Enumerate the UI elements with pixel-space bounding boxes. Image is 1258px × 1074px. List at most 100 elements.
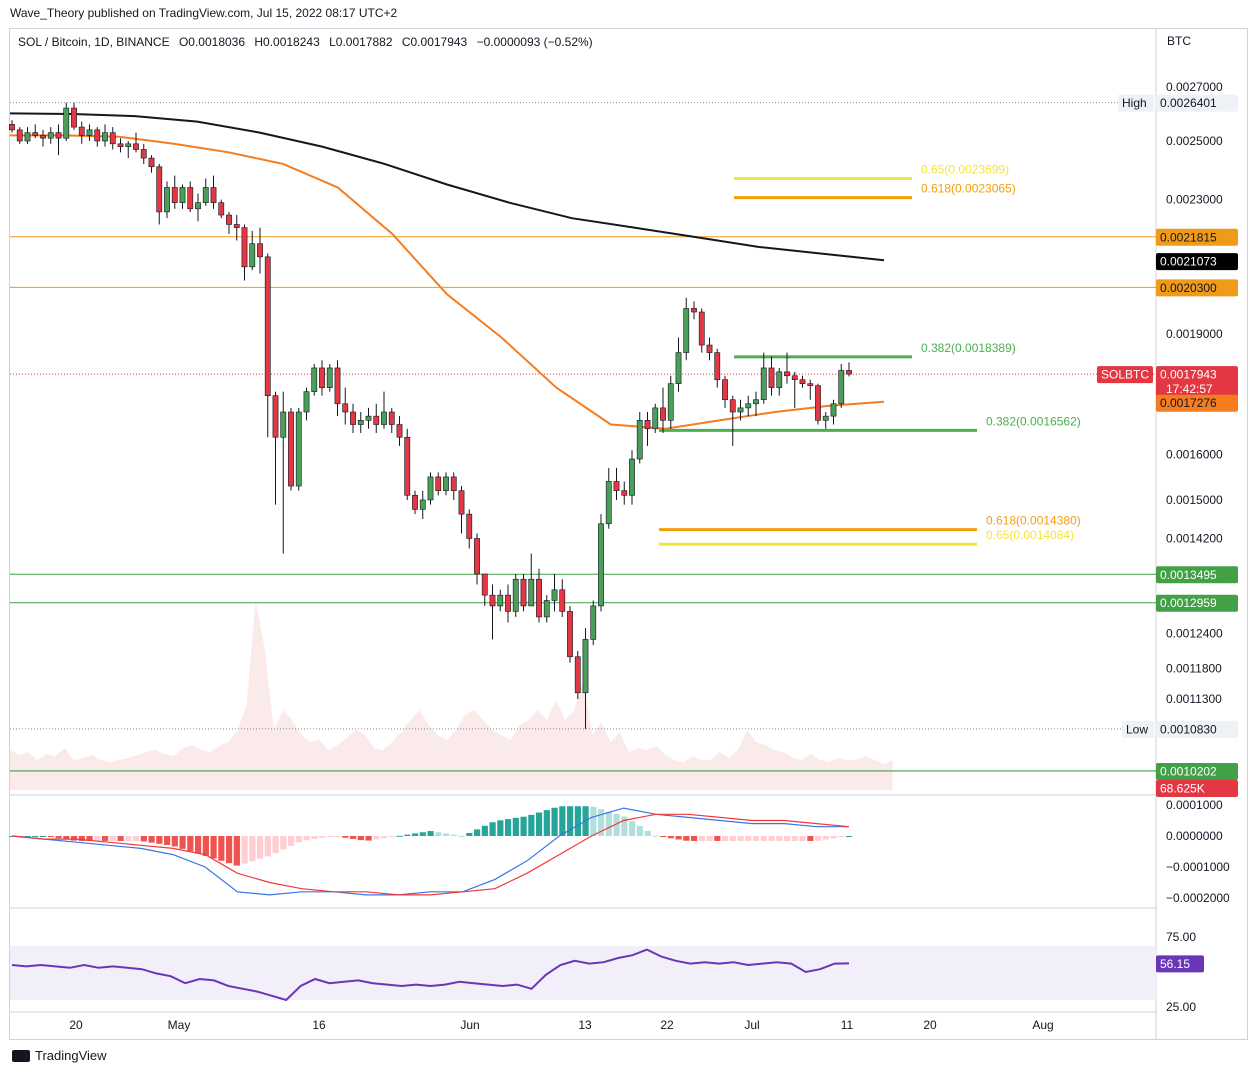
macd-histogram-bar [489, 822, 496, 836]
candle-body [753, 399, 759, 405]
macd-histogram-bar [660, 836, 667, 838]
macd-histogram-bar [481, 825, 488, 836]
macd-histogram-bar [71, 836, 78, 841]
macd-histogram-bar [760, 836, 767, 841]
candle-body [404, 436, 411, 496]
candle-body [551, 589, 558, 601]
price-tick-label: 0.0016000 [1166, 448, 1223, 462]
macd-histogram-bar [396, 835, 403, 837]
candle-body [86, 129, 93, 136]
brand-name: TradingView [35, 1048, 107, 1063]
candle-body [489, 594, 496, 607]
candle-body [830, 403, 837, 417]
macd-histogram-bar [218, 836, 225, 861]
macd-histogram-bar [171, 836, 178, 847]
macd-signal-line [11, 813, 850, 896]
currency-label: BTC [1167, 34, 1191, 48]
macd-histogram-bar [652, 835, 659, 837]
time-tick-label: Jun [460, 1018, 479, 1032]
macd-histogram-bar [334, 836, 341, 837]
candle-body [195, 202, 201, 210]
candle-body [218, 202, 225, 216]
macd-histogram-bar [443, 833, 450, 836]
macd-histogram-bar [629, 821, 636, 836]
candle-body [311, 367, 318, 392]
macd-histogram-bar [838, 836, 845, 838]
macd-histogram-bar [807, 836, 814, 841]
level-tag-bg [1156, 594, 1238, 612]
macd-histogram-bar [179, 836, 186, 849]
macd-histogram-bar [497, 820, 504, 836]
candle-body [412, 494, 418, 510]
time-tick-label: 13 [578, 1018, 592, 1032]
macd-histogram-bar [505, 819, 512, 836]
macd-histogram-bar [140, 836, 147, 842]
candle-body [605, 481, 612, 525]
candle-body [342, 403, 349, 413]
candle-body [582, 639, 589, 694]
candle-body [706, 344, 713, 353]
candle-body [94, 129, 101, 142]
time-tick-label: Jul [744, 1018, 759, 1032]
macd-histogram-bar [729, 836, 736, 841]
macd-histogram-bar [745, 836, 752, 841]
macd-line [11, 807, 849, 896]
candle-body [822, 415, 829, 421]
candle-body [55, 132, 62, 139]
macd-histogram-bar [102, 836, 109, 841]
candle-body [629, 458, 635, 496]
rsi-value-tag: 56.15 [1160, 957, 1190, 971]
macd-histogram-bar [288, 836, 295, 846]
candle-body [303, 391, 310, 413]
level-tag-bg [1156, 279, 1238, 297]
macd-histogram-bar [404, 834, 411, 836]
macd-histogram-bar [195, 836, 202, 854]
price-tick-label: 0.0012400 [1166, 627, 1223, 641]
rsi-line [11, 948, 850, 1002]
level-tag: 0.0012959 [1160, 596, 1217, 610]
candle-body [326, 367, 333, 388]
candle-body [667, 383, 674, 421]
macd-histogram-bar [156, 836, 163, 844]
price-tick-label: 0.0011300 [1166, 692, 1222, 706]
macd-histogram-bar [233, 836, 240, 866]
rsi-tick-label: 25.00 [1166, 1000, 1196, 1014]
candle-body [233, 224, 240, 228]
candle-body [419, 499, 426, 510]
candle-body [598, 523, 604, 607]
candle-body [381, 411, 387, 425]
macd-histogram-bar [753, 836, 760, 841]
macd-histogram-bar [706, 836, 713, 841]
candle-body [164, 187, 170, 213]
candle-body [675, 352, 682, 384]
candle-body [683, 308, 690, 353]
volume-layer [10, 600, 893, 790]
macd-histogram-bar [280, 836, 287, 850]
level-tag-bg [1156, 566, 1238, 584]
candle-body [109, 132, 116, 145]
macd-histogram-bar [520, 816, 527, 836]
candle-body [458, 490, 465, 515]
macd-histogram-bar [109, 836, 116, 841]
macd-tick-label: 0.0001000 [1166, 798, 1223, 812]
legend-open: O0.0018036 [178, 35, 246, 49]
macd-histogram-bar [474, 829, 481, 836]
macd-histogram-bar [768, 836, 775, 841]
macd-histogram-bar [419, 832, 426, 836]
level-tag-bg [1156, 763, 1238, 780]
level-tag: 0.0010202 [1160, 765, 1217, 779]
macd-histogram-bar [226, 836, 233, 864]
macd-histogram-bar [319, 836, 326, 838]
candle-body [140, 149, 147, 159]
axis-layer: 0.0027000 0.0025000 0.0023000 0.0019000 0.00… [69, 80, 1238, 1032]
legend-low: L0.0017882 [329, 35, 393, 49]
macd-histogram-bar [776, 836, 783, 841]
candle-body [714, 352, 721, 380]
level-tag: 0.0021815 [1160, 230, 1217, 244]
candle-body [481, 573, 488, 596]
candle-body [791, 375, 798, 380]
fib-label: 0.382(0.0016562) [986, 414, 1081, 428]
candle-body [737, 407, 744, 413]
macd-histogram-bar [342, 836, 349, 838]
